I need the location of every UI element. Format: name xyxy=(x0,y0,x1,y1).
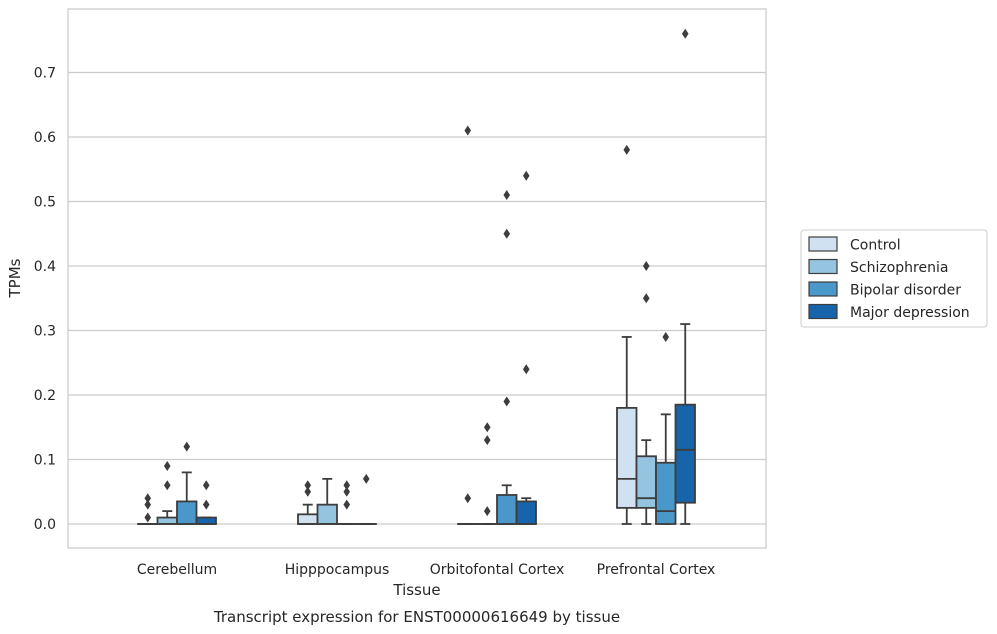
chart-caption: Transcript expression for ENST0000061664… xyxy=(213,608,620,626)
legend-entry-label: Bipolar disorder xyxy=(850,283,961,299)
box-body xyxy=(297,513,319,525)
box xyxy=(635,261,657,525)
legend-entry-label: Major depression xyxy=(850,305,970,321)
series-bipolar-disorder xyxy=(176,190,677,525)
outlier-point xyxy=(144,499,152,510)
box xyxy=(496,190,518,525)
y-tick-label: 0.2 xyxy=(34,388,56,404)
outlier-point xyxy=(483,506,491,517)
plot-frame xyxy=(67,8,767,549)
legend-swatch xyxy=(808,236,838,252)
outlier-point xyxy=(522,364,530,375)
legend-entry-label: Control xyxy=(850,238,901,254)
y-tick-label: 0.6 xyxy=(34,130,56,146)
outlier-point xyxy=(483,422,491,433)
series-control xyxy=(137,125,638,525)
outlier-point xyxy=(343,486,351,497)
outlier-point xyxy=(464,125,472,136)
legend-swatch xyxy=(808,281,838,297)
legend-entry-label: Schizophrenia xyxy=(850,260,948,276)
outlier-point xyxy=(503,396,511,407)
series-schizophrenia xyxy=(156,261,657,525)
box-body xyxy=(515,500,537,525)
box-body xyxy=(674,403,696,504)
box xyxy=(457,125,479,525)
x-tick-label: Cerebellum xyxy=(137,562,217,578)
y-tick-label: 0.0 xyxy=(34,517,56,533)
series-major-depression xyxy=(195,28,696,525)
box xyxy=(176,441,198,525)
outlier-point xyxy=(362,473,370,484)
box xyxy=(515,170,537,525)
box-body xyxy=(616,406,638,509)
outlier-point xyxy=(144,493,152,504)
y-tick-label: 0.4 xyxy=(34,259,56,275)
outlier-point xyxy=(304,486,312,497)
legend-frame xyxy=(800,229,988,328)
y-tick-label: 0.3 xyxy=(34,324,56,340)
box xyxy=(355,473,377,525)
legend: Control Schizophrenia Bipolar disorder Majo… xyxy=(800,229,988,328)
box xyxy=(674,28,696,525)
box-series xyxy=(137,28,696,525)
legend-swatch xyxy=(808,303,838,320)
y-axis-label: TPMs xyxy=(6,258,24,298)
box-body xyxy=(655,461,677,525)
outlier-point xyxy=(642,293,650,304)
box xyxy=(195,480,217,525)
outlier-point xyxy=(163,480,171,491)
outlier-point xyxy=(464,493,472,504)
outlier-point xyxy=(183,441,191,452)
box-body xyxy=(496,494,518,525)
legend-swatch xyxy=(808,258,838,275)
outlier-point xyxy=(623,144,631,155)
outlier-point xyxy=(163,460,171,471)
box-body xyxy=(176,500,198,525)
outlier-point xyxy=(503,228,511,239)
outlier-point xyxy=(681,28,689,39)
box xyxy=(137,493,159,525)
outlier-point xyxy=(343,499,351,510)
gridlines xyxy=(68,71,766,525)
y-tick-label: 0.7 xyxy=(34,66,56,82)
outlier-point xyxy=(202,480,210,491)
outlier-point xyxy=(304,480,312,491)
x-tick-label: Orbitofontal Cortex xyxy=(430,562,565,578)
y-tick-label: 0.1 xyxy=(34,453,56,469)
outlier-point xyxy=(343,480,351,491)
box xyxy=(336,480,358,525)
box-body xyxy=(316,503,338,525)
outlier-point xyxy=(202,499,210,510)
x-axis-label: Tissue xyxy=(392,581,440,599)
box-body xyxy=(156,516,178,525)
box xyxy=(476,422,498,525)
box xyxy=(297,480,319,525)
outlier-point xyxy=(503,190,511,201)
box xyxy=(655,331,677,525)
y-tick-label: 0.5 xyxy=(34,195,56,211)
outlier-point xyxy=(662,331,670,342)
x-axis-ticks: Cerebellum Hipppocampus Orbitofontal Corte… xyxy=(137,562,715,578)
y-axis-ticks: 0.0 0.1 0.2 0.3 0.4 0.5 0.6 0.7 xyxy=(34,66,56,534)
x-tick-label: Prefrontal Cortex xyxy=(597,562,716,578)
box xyxy=(156,460,178,525)
box xyxy=(316,477,338,525)
outlier-point xyxy=(144,512,152,523)
x-tick-label: Hipppocampus xyxy=(285,562,390,578)
box-body xyxy=(635,455,657,509)
outlier-point xyxy=(522,170,530,181)
outlier-point xyxy=(483,435,491,446)
box-body xyxy=(195,516,217,525)
outlier-point xyxy=(642,261,650,271)
